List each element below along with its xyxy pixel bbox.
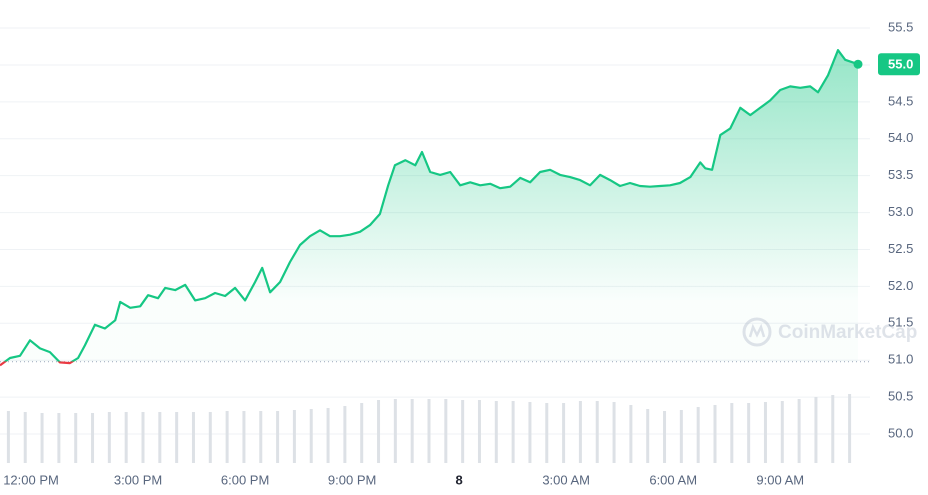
x-tick-label: 6:00 PM xyxy=(221,472,269,487)
volume-bar xyxy=(814,397,818,463)
volume-bar xyxy=(141,412,145,463)
volume-bar xyxy=(730,403,734,463)
volume-bar xyxy=(595,401,599,463)
volume-bar xyxy=(578,401,582,463)
x-tick-label: 8 xyxy=(456,472,463,487)
volume-bar xyxy=(646,409,650,463)
volume-bar xyxy=(511,401,515,463)
x-tick-label: 9:00 AM xyxy=(756,472,804,487)
y-tick-label: 55.5 xyxy=(888,19,913,34)
y-tick-label: 51.5 xyxy=(888,315,913,330)
y-tick-label: 54.5 xyxy=(888,93,913,108)
volume-bar xyxy=(562,403,566,463)
volume-bar xyxy=(427,399,431,463)
y-tick-label: 50.0 xyxy=(888,425,913,440)
volume-bar xyxy=(360,403,364,463)
y-tick-label: 50.5 xyxy=(888,389,913,404)
volume-bar xyxy=(528,402,532,463)
x-tick-label: 3:00 AM xyxy=(542,472,590,487)
watermark: CoinMarketCap xyxy=(742,317,917,347)
watermark-logo xyxy=(742,317,772,347)
volume-bar xyxy=(848,394,852,463)
x-tick-label: 9:00 PM xyxy=(328,472,376,487)
volume-bar xyxy=(663,411,667,463)
volume-bar xyxy=(713,405,717,463)
volume-bar xyxy=(696,407,700,463)
volume-bar xyxy=(309,409,313,463)
volume-bar xyxy=(276,411,280,463)
volume-bar xyxy=(393,399,397,463)
price-line xyxy=(0,49,859,367)
volume-bar xyxy=(629,405,633,463)
volume-bar xyxy=(23,412,27,463)
volume-bar xyxy=(444,399,448,463)
price-tag xyxy=(878,53,920,76)
y-tick-label: 54.0 xyxy=(888,130,913,145)
volume-bar xyxy=(494,401,498,463)
volume-bar xyxy=(343,406,347,463)
volume-bar xyxy=(797,399,801,463)
y-tick-label: 53.0 xyxy=(888,204,913,219)
volume-bar xyxy=(545,403,549,463)
volume-bar xyxy=(91,413,95,463)
volume-bar xyxy=(175,412,179,463)
volume-bar xyxy=(225,411,229,463)
volume-bar xyxy=(377,400,381,463)
volume-bar xyxy=(191,412,195,463)
current-point xyxy=(853,59,863,69)
y-tick-label: 51.0 xyxy=(888,352,913,367)
volume-bar xyxy=(679,410,683,463)
volume-bar xyxy=(612,402,616,463)
price-tag-label: 55.0 xyxy=(888,57,913,72)
x-tick-label: 12:00 PM xyxy=(3,472,59,487)
volume-bar xyxy=(74,413,78,463)
y-tick-label: 53.5 xyxy=(888,167,913,182)
volume-bar xyxy=(747,403,751,463)
x-tick-label: 3:00 PM xyxy=(114,472,162,487)
volume-bar xyxy=(259,411,263,463)
volume-bar xyxy=(242,411,246,463)
volume-bar xyxy=(208,412,212,463)
volume-bar xyxy=(107,412,111,463)
volume-bar xyxy=(326,408,330,463)
volume-bar xyxy=(780,401,784,463)
volume-bar xyxy=(57,413,61,463)
area xyxy=(0,50,858,366)
volume-bar xyxy=(158,412,162,463)
watermark-logo-mark xyxy=(748,323,766,338)
volume-bar xyxy=(6,411,10,463)
watermark-text: CoinMarketCap xyxy=(778,322,917,343)
volume-bar xyxy=(461,400,465,463)
y-tick-label: 52.5 xyxy=(888,241,913,256)
volume-bar xyxy=(410,399,414,463)
x-tick-label: 6:00 AM xyxy=(649,472,697,487)
volume-bar xyxy=(763,402,767,463)
y-tick-label: 52.0 xyxy=(888,278,913,293)
volume-bar xyxy=(831,395,835,463)
volume-bar xyxy=(124,412,128,463)
volume-bar xyxy=(477,400,481,463)
volume-bar xyxy=(292,410,296,463)
volume-bar xyxy=(40,413,44,463)
